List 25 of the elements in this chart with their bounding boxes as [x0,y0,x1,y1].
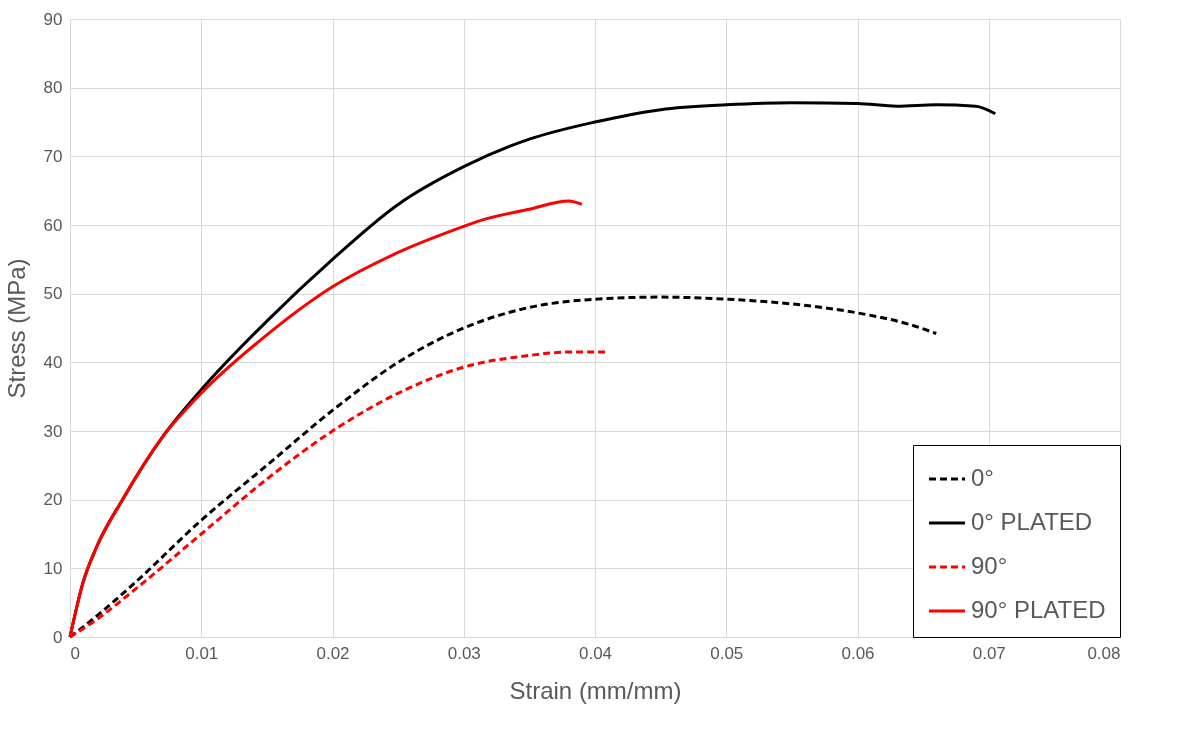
x-tick-label: 0.06 [841,643,875,663]
y-tick-label: 80 [43,78,63,98]
x-tick-label: 0.07 [972,643,1006,663]
legend-label: 90° [971,552,1008,579]
legend-label: 0° [971,464,994,491]
y-tick-label: 40 [43,352,63,372]
y-axis-title: Stress (MPa) [2,258,30,399]
legend-label: 90° PLATED [971,596,1106,623]
y-tick-label: 70 [43,146,63,166]
legend-label: 0° PLATED [971,508,1093,535]
y-tick-label: 30 [43,421,63,441]
y-tick-label: 50 [43,284,63,304]
x-tick-label: 0.08 [1087,643,1121,663]
x-tick-label: 0.03 [447,643,481,663]
x-tick-label: 0.05 [710,643,744,663]
x-tick-label: 0 [70,643,80,663]
y-tick-label: 60 [43,215,63,235]
x-axis-title: Strain (mm/mm) [509,676,682,704]
y-tick-label: 20 [43,490,63,510]
y-tick-label: 10 [43,558,63,578]
x-tick-label: 0.04 [578,643,613,663]
x-tick-label: 0.02 [316,643,350,663]
y-tick-label: 0 [53,627,63,647]
y-tick-label: 90 [43,9,63,29]
x-tick-label: 0.01 [185,643,219,663]
